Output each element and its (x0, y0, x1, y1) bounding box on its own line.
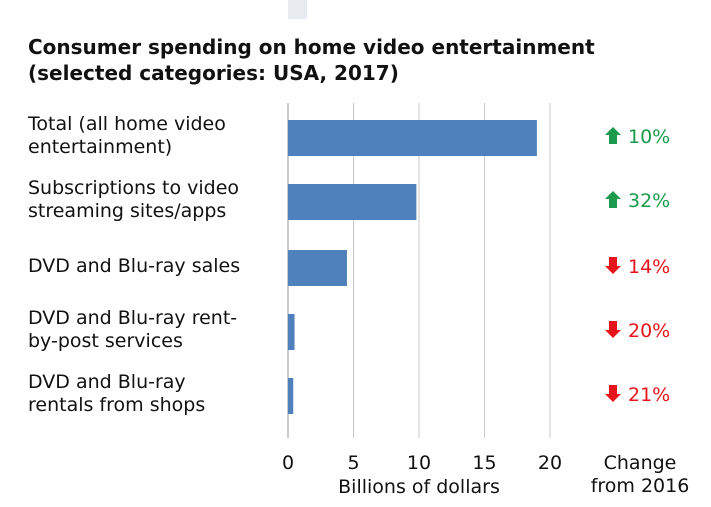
x-axis-label: Billions of dollars (338, 476, 500, 498)
change-percent: 20% (628, 320, 671, 342)
chart-title-line-1: Consumer spending on home video entertai… (28, 35, 595, 59)
arrow-down-icon (605, 257, 621, 274)
change-header-line-2: from 2016 (590, 475, 690, 497)
category-label-line: Total (all home video (28, 113, 226, 135)
change-percent: 21% (628, 384, 671, 406)
x-tick-label: 10 (406, 452, 432, 474)
bar-5 (288, 378, 294, 414)
arrow-down-icon (605, 385, 621, 402)
change-value-1: 10% (604, 126, 670, 149)
arrow-up-icon (605, 191, 621, 208)
top-decoration (288, 0, 307, 19)
category-label-1: Total (all home video entertainment) (28, 113, 226, 159)
change-header: Change from 2016 (580, 452, 700, 498)
category-label-line: streaming sites/apps (28, 200, 227, 222)
category-label-line: DVD and Blu-ray sales (28, 254, 241, 277)
change-value-3: 14% (604, 256, 670, 279)
chart-title-line-2: (selected categories: USA, 2017) (28, 61, 399, 85)
change-percent: 10% (628, 126, 671, 148)
change-value-4: 20% (604, 320, 670, 343)
bar-1 (288, 120, 537, 156)
change-header-line-1: Change (603, 452, 677, 474)
category-label-4: DVD and Blu-ray rent-by-post services (28, 307, 237, 353)
category-label-line: DVD and Blu-ray (28, 371, 186, 393)
bar-2 (288, 184, 417, 220)
change-value-5: 21% (604, 384, 670, 407)
category-label-3: DVD and Blu-ray sales (28, 255, 240, 278)
x-tick-label: 5 (347, 452, 360, 474)
category-label-line: Subscriptions to video (28, 177, 240, 199)
category-label-5: DVD and Blu-ray rentals from shops (28, 371, 205, 417)
arrow-up-icon (605, 127, 621, 144)
category-label-line: entertainment) (28, 136, 173, 158)
x-tick-label: 0 (281, 452, 295, 474)
category-label-line: rentals from shops (28, 394, 206, 416)
change-percent: 14% (628, 256, 671, 278)
bar-4 (288, 314, 295, 350)
arrow-down-icon (605, 321, 621, 338)
chart-title: Consumer spending on home video entertai… (28, 34, 595, 86)
x-tick-label: 15 (472, 452, 497, 474)
change-value-2: 32% (604, 190, 670, 213)
category-label-line: by-post services (28, 330, 183, 352)
category-label-line: DVD and Blu-ray rent- (28, 307, 238, 329)
change-percent: 32% (628, 190, 671, 212)
category-label-2: Subscriptions to video streaming sites/ap… (28, 177, 239, 223)
x-tick-label: 20 (537, 452, 563, 474)
bar-3 (288, 250, 347, 286)
